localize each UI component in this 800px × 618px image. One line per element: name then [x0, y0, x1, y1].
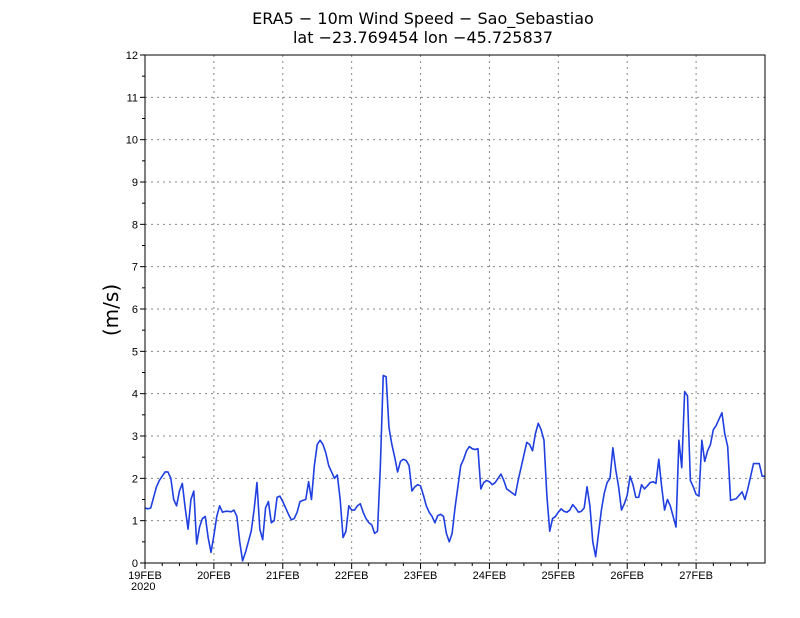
gridlines — [145, 55, 765, 563]
y-tick-label: 5 — [132, 346, 138, 358]
x-tick-label: 23FEB — [404, 570, 438, 582]
y-axis-label: (m/s) — [99, 284, 123, 336]
y-tick-label: 9 — [132, 177, 138, 189]
y-tick-label: 12 — [126, 50, 138, 62]
y-tick-label: 4 — [132, 389, 138, 401]
chart-subtitle: lat −23.769454 lon −45.725837 — [293, 28, 553, 47]
x-tick-label: 21FEB — [266, 570, 300, 582]
x-tick-label: 27FEB — [679, 570, 713, 582]
series-line — [144, 374, 765, 562]
y-tick-label: 10 — [126, 135, 138, 147]
plot-frame — [144, 54, 766, 564]
y-tick-label: 8 — [132, 219, 138, 231]
series-layer — [144, 374, 765, 562]
chart-title: ERA5 − 10m Wind Speed − Sao_Sebastiao — [252, 9, 594, 29]
y-tick-label: 11 — [127, 92, 138, 104]
y-tick-label: 7 — [132, 262, 138, 274]
x-tick-label: 24FEB — [473, 570, 507, 582]
y-tick-label: 2 — [132, 473, 138, 485]
y-tick-label: 6 — [132, 304, 138, 316]
x-tick-label: 22FEB — [335, 570, 369, 582]
x-tick-label: 25FEB — [542, 570, 576, 582]
y-tick-label: 1 — [132, 516, 138, 528]
x-tick-label: 20FEB — [197, 570, 231, 582]
x-tick-label: 19FEB — [128, 570, 162, 582]
y-tick-label: 0 — [132, 558, 138, 570]
x-tick-year-label: 2020 — [131, 581, 155, 593]
x-tick-label: 26FEB — [610, 570, 644, 582]
y-tick-label: 3 — [132, 431, 138, 443]
